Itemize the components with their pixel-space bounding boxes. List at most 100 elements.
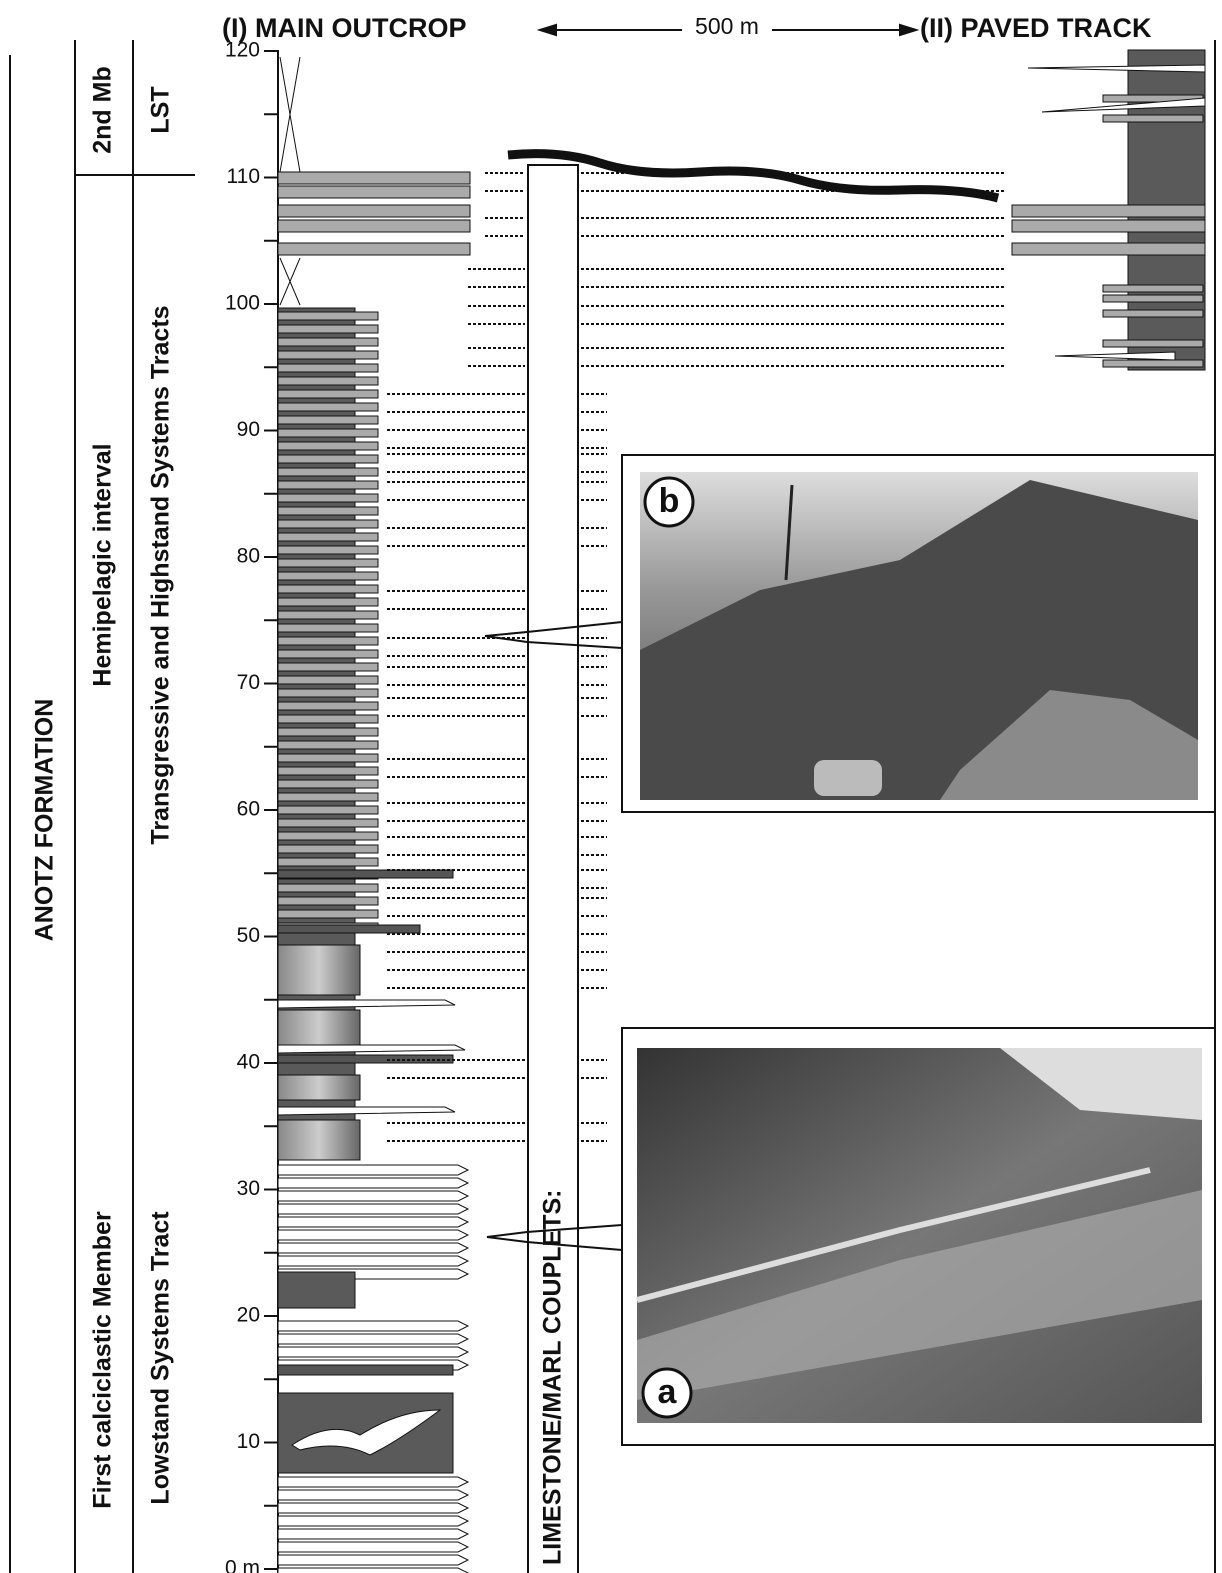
limestone-bed bbox=[278, 741, 378, 749]
limestone-bed bbox=[278, 780, 378, 788]
limestone-bed bbox=[278, 416, 378, 424]
limestone-bed bbox=[278, 715, 378, 723]
limestone-bed bbox=[1103, 115, 1203, 122]
limestone-bed bbox=[278, 845, 378, 853]
sandstone-bed bbox=[278, 1107, 455, 1115]
limestone-bed bbox=[1103, 360, 1203, 367]
sandstone-bed bbox=[278, 1165, 468, 1175]
limestone-bed bbox=[1012, 220, 1205, 232]
sandstone-bed bbox=[278, 1256, 468, 1266]
tract-label: LST bbox=[147, 86, 175, 133]
limestone-bed bbox=[278, 637, 378, 645]
tick-label: 70 bbox=[237, 671, 260, 694]
limestone-bed bbox=[278, 598, 378, 606]
conglomerate bbox=[278, 1055, 453, 1063]
graded-bed bbox=[278, 1075, 360, 1100]
limestone-bed bbox=[278, 585, 378, 593]
tick-label: 30 bbox=[237, 1177, 260, 1200]
member-label: 2nd Mb bbox=[89, 66, 117, 154]
graded-bed bbox=[278, 1120, 360, 1160]
tick-label: 20 bbox=[237, 1304, 260, 1327]
limestone-bed bbox=[278, 663, 378, 671]
conglomerate bbox=[278, 870, 453, 878]
formation-label: ANOTZ FORMATION bbox=[31, 699, 59, 942]
photo-car bbox=[814, 760, 882, 796]
limestone-bed bbox=[278, 910, 378, 918]
limestone-bed bbox=[1012, 243, 1205, 255]
limestone-bed bbox=[278, 832, 378, 840]
limestone-bed bbox=[278, 520, 378, 528]
sandstone-bed bbox=[278, 1490, 468, 1500]
sandstone-bed bbox=[278, 1334, 468, 1344]
photo-label: a bbox=[658, 1373, 678, 1411]
limestone-bed bbox=[278, 858, 378, 866]
limestone-bed bbox=[278, 429, 378, 437]
member-label: Hemipelagic interval bbox=[89, 443, 117, 686]
limestone-bed bbox=[278, 884, 378, 892]
section-title: (II) PAVED TRACK bbox=[920, 13, 1152, 43]
limestone-bed bbox=[278, 676, 378, 684]
limestone-bed bbox=[278, 494, 378, 502]
limestone-bed bbox=[278, 624, 378, 632]
sandstone-bed bbox=[278, 1000, 455, 1008]
limestone-bed bbox=[278, 728, 378, 736]
limestone-bed bbox=[278, 754, 378, 762]
tick-label: 90 bbox=[237, 418, 260, 441]
sandstone-bed bbox=[278, 1217, 468, 1227]
sandstone-bed bbox=[278, 1516, 468, 1526]
limestone-bed bbox=[278, 650, 378, 658]
limestone-bed bbox=[278, 689, 378, 697]
limestone-bed bbox=[278, 403, 378, 411]
sandstone-bed bbox=[278, 1321, 468, 1331]
tick-label: 10 bbox=[237, 1430, 260, 1453]
marl bbox=[278, 1272, 355, 1308]
limestone-bed bbox=[278, 364, 378, 372]
limestone-bed bbox=[1103, 340, 1203, 347]
limestone-bed bbox=[1103, 285, 1203, 292]
tick-label: 100 bbox=[225, 292, 260, 315]
limestone-bed bbox=[278, 468, 378, 476]
distance-label: 500 m bbox=[695, 13, 759, 39]
limestone-bed bbox=[278, 312, 378, 320]
limestone-bed bbox=[278, 455, 378, 463]
limestone-bed bbox=[278, 546, 378, 554]
limestone-bed bbox=[1012, 205, 1205, 217]
sandstone-bed bbox=[278, 1178, 468, 1188]
sandstone-bed bbox=[278, 1230, 468, 1240]
limestone-bed bbox=[278, 767, 378, 775]
limestone-bed bbox=[278, 819, 378, 827]
limestone-bed bbox=[278, 507, 378, 515]
limestone-bed bbox=[278, 351, 378, 359]
tick-label: 120 bbox=[225, 39, 260, 62]
graded-bed bbox=[278, 1010, 360, 1050]
limestone-bed bbox=[278, 611, 378, 619]
photo-label: b bbox=[659, 482, 680, 520]
tick-label: 110 bbox=[227, 165, 260, 188]
limestone-bed bbox=[278, 793, 378, 801]
limestone-bed bbox=[278, 702, 378, 710]
sandstone-bed bbox=[278, 1542, 468, 1552]
limestone-bed bbox=[278, 806, 378, 814]
tick-label: 60 bbox=[237, 798, 260, 821]
conglomerate bbox=[278, 1365, 453, 1375]
limestone-bed bbox=[278, 533, 378, 541]
sandstone-bed bbox=[278, 1568, 468, 1573]
limestone-bed bbox=[278, 186, 470, 198]
tract-label: Transgressive and Highstand Systems Trac… bbox=[147, 305, 175, 844]
sandstone-bed bbox=[278, 1529, 468, 1539]
sandstone-bed bbox=[278, 1045, 465, 1053]
stratigraphic-figure: (I) MAIN OUTCROP 500 m (II) PAVED TRACK … bbox=[0, 0, 1222, 1573]
sandstone-bed bbox=[278, 1555, 468, 1565]
limestone-bed bbox=[278, 559, 378, 567]
tick-label: 0 m bbox=[225, 1557, 260, 1573]
limestone-bed bbox=[278, 205, 470, 217]
limestone-bed bbox=[1103, 295, 1203, 302]
tick-label: 50 bbox=[237, 924, 260, 947]
limestone-bed bbox=[278, 172, 470, 184]
graded-bed bbox=[278, 945, 360, 995]
limestone-bed bbox=[278, 377, 378, 385]
limestone-bed bbox=[278, 481, 378, 489]
sandstone-bed bbox=[278, 1477, 468, 1487]
limestone-bed bbox=[278, 325, 378, 333]
sandstone-bed bbox=[278, 1243, 468, 1253]
